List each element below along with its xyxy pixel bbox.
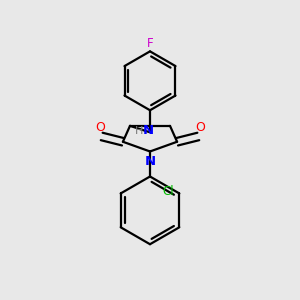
Text: H: H [135,126,143,136]
Text: N: N [143,124,154,137]
Text: F: F [147,37,153,50]
Text: N: N [144,155,156,168]
Text: O: O [95,121,105,134]
Text: O: O [195,121,205,134]
Text: Cl: Cl [162,184,174,198]
